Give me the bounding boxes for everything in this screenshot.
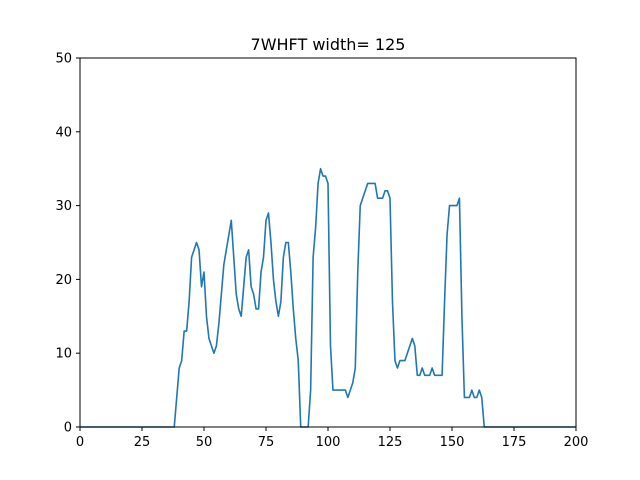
y-tick-label: 0 [64,421,72,436]
y-tick-label: 10 [55,347,72,362]
x-tick-label: 175 [502,435,527,450]
x-tick-label: 100 [316,435,341,450]
y-axis-ticks: 0 10 20 30 40 50 [55,52,80,436]
y-tick-label: 30 [55,199,72,214]
x-tick-label: 125 [378,435,403,450]
x-tick-label: 25 [134,435,151,450]
series-line [80,167,576,428]
x-tick-label: 0 [76,435,84,450]
x-axis-ticks: 0 25 50 75 100 125 150 175 200 [76,427,589,450]
x-tick-label: 200 [564,435,589,450]
y-tick-label: 20 [55,273,72,288]
y-tick-label: 40 [55,125,72,140]
plot-area [80,167,576,428]
x-tick-label: 75 [258,435,275,450]
chart-title: 7WHFT width= 125 [251,35,406,54]
y-tick-label: 50 [55,52,72,67]
axes-frame [79,57,577,428]
x-tick-label: 50 [196,435,213,450]
x-tick-label: 150 [440,435,465,450]
